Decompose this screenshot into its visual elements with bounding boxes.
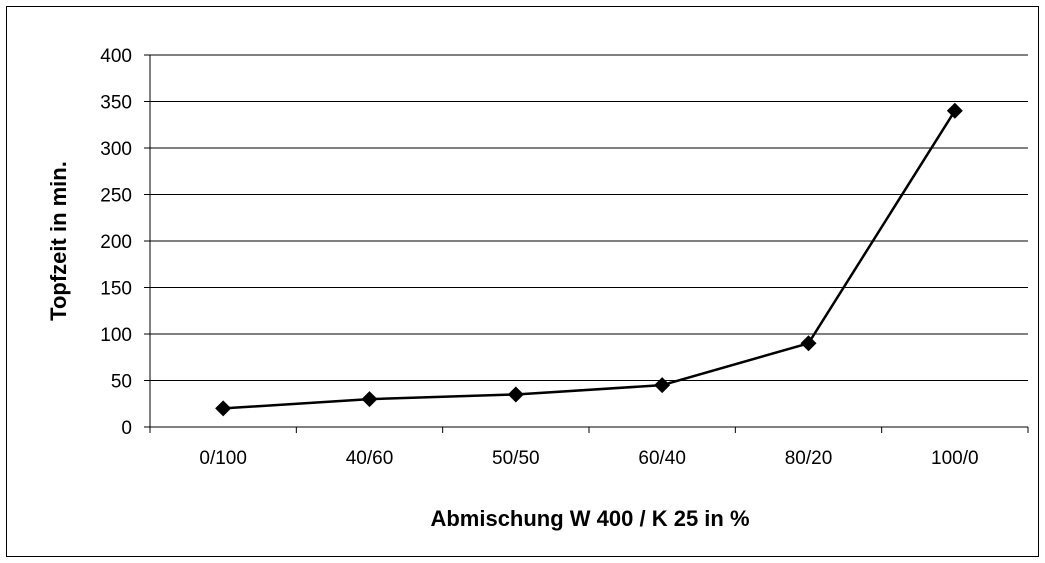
y-tick-label: 150: [100, 279, 132, 300]
data-point: [800, 335, 817, 352]
data-point: [361, 391, 378, 408]
x-tick-labels: 0/100 40/60 50/50 60/40 80/20 100/0: [199, 448, 978, 469]
chart-frame: [6, 6, 1039, 557]
x-tick-label: 80/20: [785, 448, 833, 469]
y-tick-label: 100: [100, 325, 132, 346]
data-point: [215, 400, 232, 417]
data-point: [946, 102, 963, 119]
x-tick-label: 0/100: [199, 448, 247, 469]
series: [215, 102, 963, 417]
data-point: [654, 377, 671, 394]
y-tick-label: 300: [100, 139, 132, 160]
y-tick-label: 200: [100, 232, 132, 253]
y-tick-label: 400: [100, 46, 132, 67]
gridlines: [150, 54, 1028, 381]
y-tick-label: 350: [100, 93, 132, 114]
x-tick-label: 40/60: [346, 448, 394, 469]
x-tick-label: 100/0: [931, 448, 979, 469]
y-tick-labels: 0 50 100 150 200 250 300 350 400: [100, 46, 132, 439]
x-tick-label: 50/50: [492, 448, 540, 469]
data-point: [507, 386, 524, 403]
y-tick-label: 0: [121, 418, 132, 439]
axes: [144, 54, 1029, 433]
y-axis-title: Topfzeit in min.: [46, 161, 71, 321]
x-axis-title: Abmischung W 400 / K 25 in %: [430, 506, 749, 531]
y-tick-label: 50: [111, 372, 132, 393]
x-tick-label: 60/40: [638, 448, 686, 469]
y-tick-label: 250: [100, 186, 132, 207]
series-line: [223, 110, 956, 410]
